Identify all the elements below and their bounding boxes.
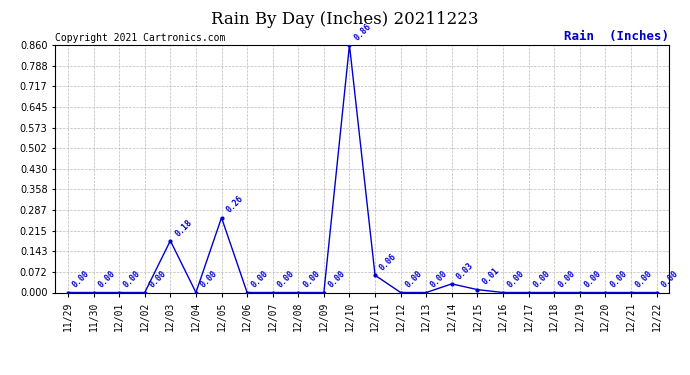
Text: Rain  (Inches): Rain (Inches) (564, 30, 669, 42)
Text: 0.00: 0.00 (199, 269, 219, 290)
Text: 0.00: 0.00 (633, 269, 654, 290)
Text: Rain By Day (Inches) 20211223: Rain By Day (Inches) 20211223 (211, 11, 479, 28)
Text: 0.26: 0.26 (224, 194, 245, 215)
Text: 0.00: 0.00 (275, 269, 296, 290)
Text: 0.00: 0.00 (148, 269, 168, 290)
Text: 0.00: 0.00 (404, 269, 424, 290)
Text: 0.00: 0.00 (557, 269, 578, 290)
Text: 0.00: 0.00 (429, 269, 449, 290)
Text: 0.00: 0.00 (326, 269, 347, 290)
Text: Copyright 2021 Cartronics.com: Copyright 2021 Cartronics.com (55, 33, 226, 42)
Text: 0.00: 0.00 (301, 269, 322, 290)
Text: 0.00: 0.00 (122, 269, 142, 290)
Text: 0.00: 0.00 (608, 269, 629, 290)
Text: 0.86: 0.86 (352, 22, 373, 42)
Text: 0.00: 0.00 (71, 269, 91, 290)
Text: 0.00: 0.00 (250, 269, 270, 290)
Text: 0.00: 0.00 (506, 269, 526, 290)
Text: 0.01: 0.01 (480, 266, 501, 287)
Text: 0.00: 0.00 (659, 269, 680, 290)
Text: 0.00: 0.00 (582, 269, 603, 290)
Text: 0.00: 0.00 (97, 269, 117, 290)
Text: 0.06: 0.06 (378, 252, 398, 273)
Text: 0.03: 0.03 (455, 261, 475, 281)
Text: 0.00: 0.00 (531, 269, 552, 290)
Text: 0.18: 0.18 (173, 217, 194, 238)
